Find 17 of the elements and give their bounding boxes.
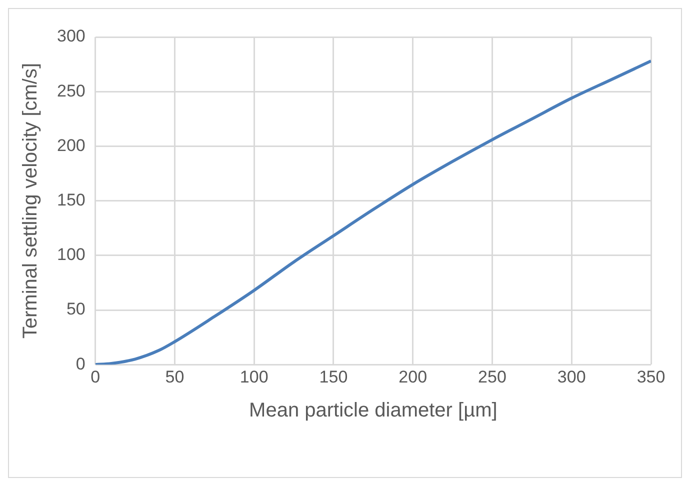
y-tick-label: 200 bbox=[56, 136, 86, 155]
y-tick-label: 0 bbox=[76, 354, 86, 374]
x-tick-label: 200 bbox=[398, 367, 428, 386]
y-tick-label: 150 bbox=[56, 190, 86, 210]
x-tick-label: 0 bbox=[90, 367, 100, 386]
x-tick-label: 300 bbox=[557, 367, 586, 386]
y-tick-label: 100 bbox=[56, 245, 86, 264]
x-tick-label: 50 bbox=[165, 367, 184, 386]
y-axis-title: Terminal settling velocity [cm/s] bbox=[20, 62, 42, 339]
x-tick-label: 350 bbox=[636, 367, 666, 386]
y-tick-label: 300 bbox=[56, 26, 86, 46]
x-axis-title: Mean particle diameter [µm] bbox=[249, 400, 498, 422]
x-tick-label: 150 bbox=[319, 367, 348, 386]
y-tick-label: 50 bbox=[66, 300, 86, 319]
x-tick-label: 100 bbox=[240, 367, 268, 386]
y-tick-label: 250 bbox=[56, 81, 86, 100]
x-tick-label: 250 bbox=[478, 367, 506, 386]
